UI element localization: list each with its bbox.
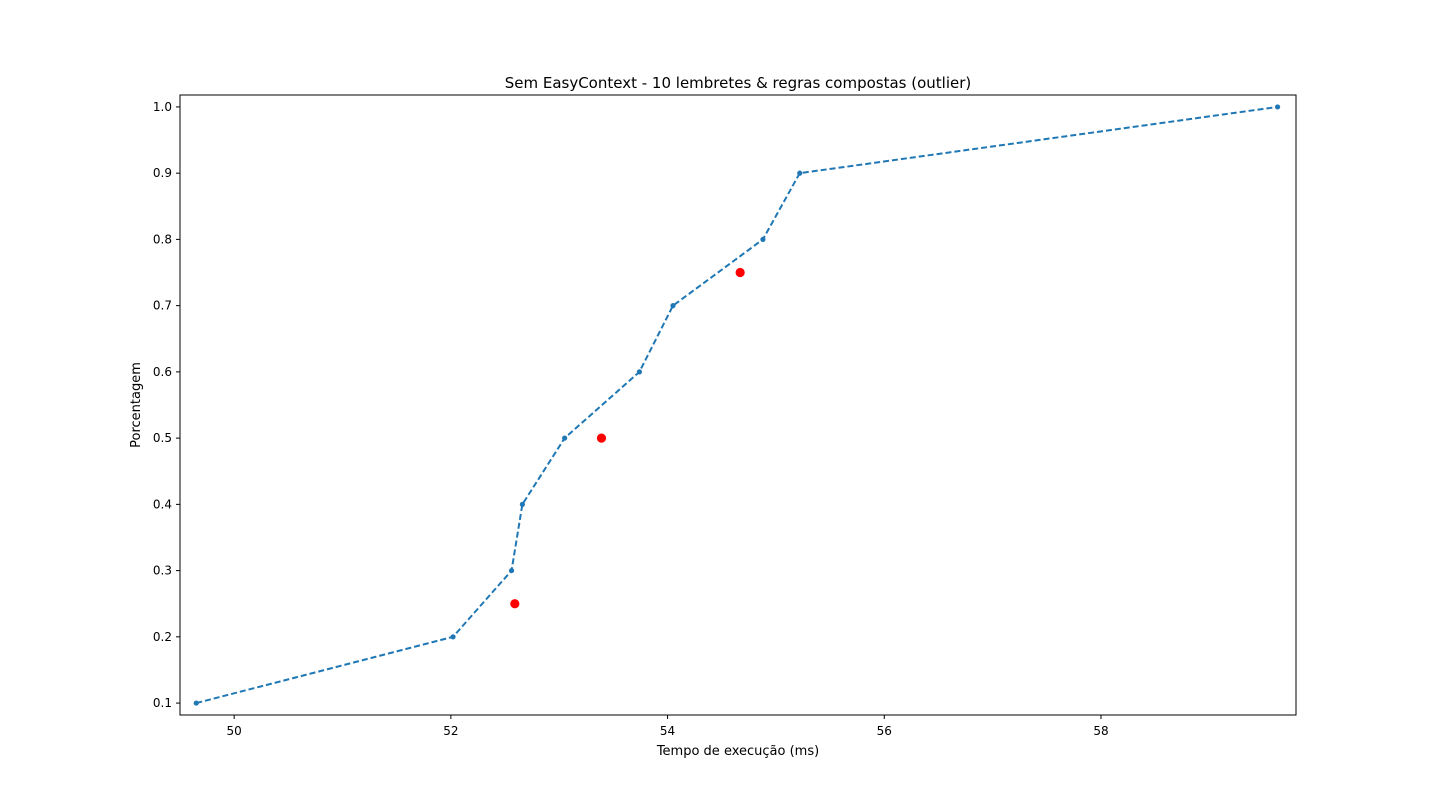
series-point	[450, 634, 456, 640]
series-point	[519, 501, 525, 507]
x-axis-label: Tempo de execução (ms)	[656, 744, 819, 759]
y-tick-label: 0.1	[153, 696, 172, 710]
x-tick-label: 58	[1093, 724, 1108, 738]
y-tick-label: 0.9	[153, 166, 172, 180]
series-point	[636, 369, 643, 375]
y-axis-label: Porcentagem	[129, 362, 144, 448]
y-tick-label: 0.2	[153, 630, 172, 644]
y-tick-label: 0.7	[153, 299, 172, 313]
series-point	[193, 700, 199, 706]
series-point	[1274, 104, 1281, 110]
series-point	[670, 303, 676, 309]
outlier-point	[510, 599, 520, 609]
y-tick-label: 0.5	[153, 431, 172, 445]
series-point	[797, 170, 803, 176]
x-tick-label: 52	[443, 724, 458, 738]
series-point	[760, 236, 766, 243]
series-line	[196, 105, 1278, 705]
plot-frame	[179, 94, 1297, 716]
y-tick-label: 1.0	[153, 100, 172, 114]
y-tick-label: 0.3	[153, 564, 172, 578]
chart-title: Sem EasyContext - 10 lembretes & regras …	[505, 74, 972, 92]
ticks: 50 52 54 56 58 0.1 0.2 0.3 0.4 0.5 0.6 0.7 0.8 0.9 1.0	[153, 100, 1109, 738]
y-tick-label: 0.8	[153, 232, 172, 246]
series	[193, 104, 1281, 706]
series-point	[562, 435, 568, 441]
x-tick-label: 56	[877, 724, 892, 738]
x-tick-label: 50	[227, 724, 242, 738]
y-tick-label: 0.4	[153, 497, 172, 511]
y-tick-label: 0.6	[153, 365, 172, 379]
outlier-point	[596, 433, 607, 443]
series-point	[508, 567, 515, 574]
x-tick-label: 54	[660, 724, 675, 738]
outlier-point	[735, 267, 745, 278]
